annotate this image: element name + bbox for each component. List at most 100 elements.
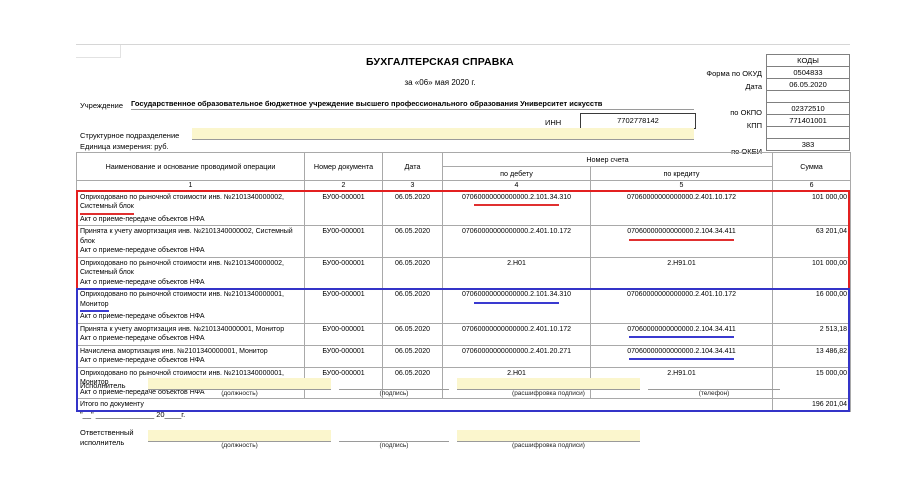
debit-account-text: 2.Н01	[507, 259, 526, 267]
responsible-decoding-field[interactable]	[457, 430, 640, 442]
cell-date: 06.05.2020	[382, 366, 443, 399]
codes-value-kpp[interactable]: 771401001	[766, 114, 850, 127]
credit-account-text: 07060000000000000.2.104.34.411	[627, 228, 736, 235]
table-row[interactable]: Оприходовано по рыночной стоимости инв. …	[76, 288, 852, 324]
top-left-frame-fragment	[76, 45, 121, 58]
debit-account-text: 07060000000000000.2.101.34.310	[462, 291, 571, 298]
table-subheader-row: по дебету по кредиту	[77, 166, 851, 181]
cell-operation: Принята к учету амортизация инв. №210134…	[76, 322, 305, 346]
cell-sum: 13 486,82	[772, 344, 852, 368]
operation-line-1: Начислена амортизация инв. №210134000000…	[80, 347, 268, 355]
executor-signature-field[interactable]	[339, 378, 449, 390]
codes-value-blank-1	[766, 90, 850, 103]
codes-labels-column: Форма по ОКУД Дата по ОКПО КПП по ОКЕИ	[562, 54, 762, 158]
operation-line-2: Монитор	[80, 300, 301, 312]
codes-value-date[interactable]: 06.05.2020	[766, 78, 850, 91]
subdivision-label: Структурное подразделение	[80, 131, 180, 140]
executor-decoding-field[interactable]	[457, 378, 640, 390]
executor-phone-field[interactable]	[648, 378, 780, 390]
cell-operation: Оприходовано по рыночной стоимости инв. …	[76, 288, 305, 324]
codes-label-okei: по ОКЕИ	[731, 147, 762, 156]
caption-position-2: (должность)	[221, 442, 258, 449]
debit-account-text: 07060000000000000.2.401.10.172	[462, 228, 571, 235]
cell-credit-account: 07060000000000000.2.401.10.172	[589, 190, 774, 226]
codes-value-okei[interactable]: 383	[766, 138, 850, 151]
table-row[interactable]: Принята к учету амортизация инв. №210134…	[76, 225, 852, 258]
cell-credit-account: 07060000000000000.2.401.10.172	[589, 288, 774, 324]
operation-line-2: Монитор	[80, 379, 109, 386]
th-operation: Наименование и основание проводимой опер…	[76, 152, 305, 181]
total-sum: 196 201,04	[772, 398, 852, 412]
cell-debit-account: 07060000000000000.2.101.34.310	[442, 190, 591, 226]
codes-value-okpo[interactable]: 02372510	[766, 102, 850, 115]
operation-line-3: Акт о приеме-передаче объектов НФА	[80, 215, 205, 223]
cell-sum: 16 000,00	[772, 288, 852, 324]
table-row[interactable]: Оприходовано по рыночной стоимости инв. …	[76, 256, 852, 289]
cell-debit-account: 07060000000000000.2.401.10.172	[442, 225, 591, 258]
codes-value-okud[interactable]: 0504833	[766, 66, 850, 79]
th-debit: по дебету	[442, 166, 591, 181]
th-sum: Сумма	[772, 152, 852, 181]
debit-account-text: 2.Н01	[507, 369, 526, 377]
codes-title: КОДЫ	[766, 54, 850, 67]
cell-date: 06.05.2020	[382, 190, 443, 226]
table-row[interactable]: Оприходовано по рыночной стоимости инв. …	[76, 190, 852, 226]
operation-line-2: Системный блок	[80, 269, 134, 276]
credit-account-text: 07060000000000000.2.104.34.411	[627, 325, 736, 333]
caption-position-1: (должность)	[221, 390, 258, 397]
operation-line-2: Системный блок	[80, 202, 301, 215]
operation-line-1: Принята к учету амортизация инв. №210134…	[80, 228, 293, 245]
cell-credit-account: 07060000000000000.2.104.34.411	[589, 322, 774, 346]
debit-underline-marker	[474, 204, 559, 206]
cell-sum: 101 000,00	[772, 256, 852, 289]
codes-value-blank-2	[766, 126, 850, 139]
colnum-3: 3	[382, 180, 443, 192]
table-header-row: Наименование и основание проводимой опер…	[76, 152, 852, 181]
caption-signature-1: (подпись)	[379, 390, 409, 397]
codes-label-spacer	[562, 54, 762, 67]
operation-name-underline: Монитор	[80, 300, 109, 312]
cell-date: 06.05.2020	[382, 322, 443, 346]
table-row[interactable]: Начислена амортизация инв. №210134000000…	[76, 344, 852, 368]
cell-sum: 63 201,04	[772, 225, 852, 258]
credit-account-text: 2.Н91.01	[667, 369, 696, 377]
cell-doc-number: БУ00-000001	[304, 288, 383, 324]
inn-field[interactable]: 7702778142	[580, 113, 696, 129]
operation-line-2: Акт о приеме-передаче объектов НФА	[80, 247, 205, 254]
th-account: Номер счета	[441, 152, 774, 167]
credit-account-text: 07060000000000000.2.104.34.411	[627, 347, 736, 355]
table-column-number-row: 1 2 3 4 5 6	[76, 180, 852, 192]
responsible-position-field[interactable]	[148, 430, 331, 442]
institution-label: Учреждение	[80, 101, 123, 110]
date-stub[interactable]: "__" ______________ 20____г.	[80, 410, 186, 419]
responsible-signature-field[interactable]	[339, 430, 449, 442]
total-row: Итого по документу 196 201,04	[75, 398, 852, 412]
credit-underline-marker	[629, 336, 734, 338]
colnum-1: 1	[76, 180, 305, 192]
cell-sum: 15 000,00	[772, 366, 852, 399]
caption-phone: (телефон)	[698, 390, 730, 397]
caption-signature-2: (подпись)	[379, 442, 409, 449]
top-rule-divider	[76, 44, 850, 45]
operation-line-2: Акт о приеме-передаче объектов НФА	[80, 335, 205, 342]
table-row[interactable]: Принята к учету амортизация инв. №210134…	[76, 322, 852, 346]
cell-operation: Оприходовано по рыночной стоимости инв. …	[76, 256, 305, 289]
unit-of-measure-label: Единица измерения: руб.	[80, 142, 169, 151]
institution-value[interactable]: Государственное образовательное бюджетно…	[131, 99, 694, 110]
codes-label-date: Дата	[745, 82, 762, 91]
cell-doc-number: БУ00-000001	[304, 322, 383, 346]
th-date: Дата	[382, 152, 443, 181]
operation-line-1: Оприходовано по рыночной стоимости инв. …	[80, 291, 284, 298]
debit-account-text: 07060000000000000.2.101.34.310	[462, 193, 571, 201]
credit-account-text: 07060000000000000.2.401.10.172	[627, 291, 736, 298]
cell-debit-account: 07060000000000000.2.401.20.271	[442, 344, 591, 368]
debit-account-text: 07060000000000000.2.401.20.271	[462, 347, 571, 355]
cell-debit-account: 07060000000000000.2.101.34.310	[442, 288, 591, 324]
operation-line-2: Акт о приеме-передаче объектов НФА	[80, 357, 205, 364]
executor-position-field[interactable]	[148, 378, 331, 390]
cell-doc-number: БУ00-000001	[304, 225, 383, 258]
cell-date: 06.05.2020	[382, 225, 443, 258]
subdivision-field[interactable]	[192, 128, 694, 140]
cell-date: 06.05.2020	[382, 256, 443, 289]
cell-date: 06.05.2020	[382, 288, 443, 324]
